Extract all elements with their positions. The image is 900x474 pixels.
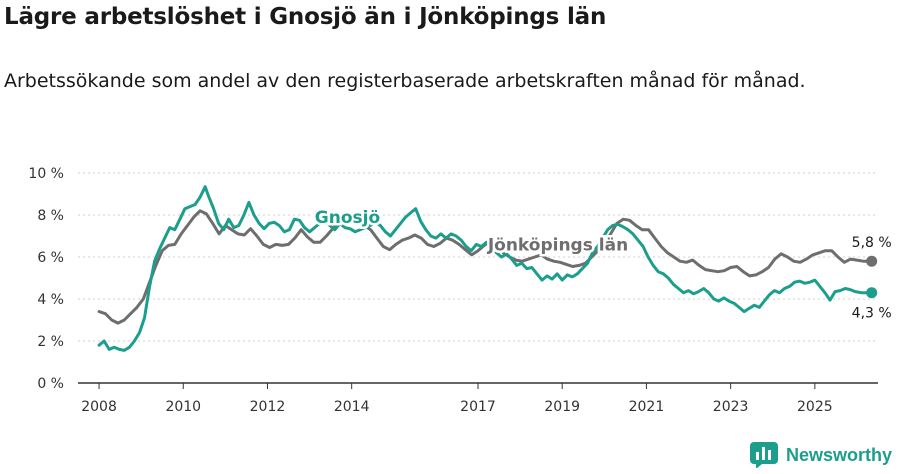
x-tick-label: 2021 bbox=[629, 399, 665, 415]
brand-logo: Newsworthy bbox=[749, 442, 892, 468]
end-value-label: 5,8 % bbox=[852, 235, 892, 251]
x-tick-label: 2017 bbox=[460, 399, 496, 415]
newsworthy-logo-icon bbox=[749, 442, 778, 468]
x-tick-label: 2010 bbox=[165, 399, 201, 415]
series-line-gnosj- bbox=[97, 185, 874, 352]
y-tick-label: 4 % bbox=[37, 292, 64, 308]
x-tick-label: 2014 bbox=[334, 399, 370, 415]
y-tick-label: 10 % bbox=[28, 166, 64, 182]
end-point-marker bbox=[866, 287, 878, 299]
y-tick-label: 2 % bbox=[37, 334, 64, 350]
chart-subtitle: Arbetssökande som andel av den registerb… bbox=[4, 70, 806, 92]
series-label: Jönköpings län bbox=[487, 235, 628, 255]
y-tick-label: 8 % bbox=[37, 208, 64, 224]
x-tick-label: 2025 bbox=[797, 399, 833, 415]
end-point-marker bbox=[866, 255, 878, 267]
chart-title: Lägre arbetslöshet i Gnosjö än i Jönköpi… bbox=[4, 4, 607, 30]
x-tick-label: 2019 bbox=[544, 399, 580, 415]
x-tick-label: 2012 bbox=[250, 399, 286, 415]
x-tick-label: 2023 bbox=[713, 399, 749, 415]
x-tick-label: 2008 bbox=[81, 399, 117, 415]
y-tick-label: 0 % bbox=[37, 376, 64, 392]
y-tick-label: 6 % bbox=[37, 250, 64, 266]
series-label: Gnosjö bbox=[315, 208, 380, 228]
end-value-label: 4,3 % bbox=[852, 306, 892, 322]
brand-name: Newsworthy bbox=[785, 444, 892, 465]
